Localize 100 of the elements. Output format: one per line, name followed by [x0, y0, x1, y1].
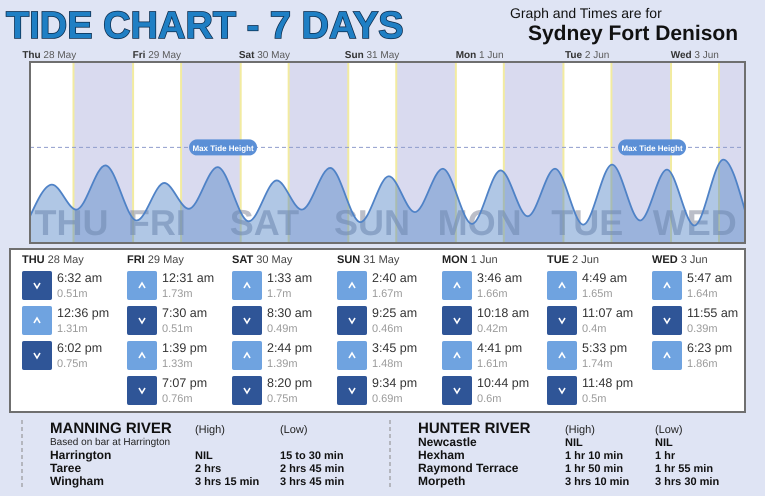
- category-label: MON 1 Jun: [442, 254, 498, 266]
- text: 0.51m: [162, 323, 193, 335]
- category-label: TUE 2 Jun: [547, 254, 599, 266]
- text: 1:33 am: [267, 271, 312, 285]
- category-label: Taree: [50, 461, 82, 475]
- text: 1.7m: [267, 288, 292, 300]
- text: 2 hrs 45 min: [280, 463, 344, 475]
- text: 6:32 am: [57, 271, 102, 285]
- category-label: FRI 29 May: [127, 254, 184, 266]
- text: 9:25 am: [372, 306, 418, 320]
- text: 0.51m: [57, 288, 88, 300]
- text: 1.33m: [162, 358, 193, 370]
- annotation: TUE: [551, 202, 624, 243]
- text: 2:44 pm: [267, 341, 312, 355]
- text: 1 hr 55 min: [655, 463, 714, 475]
- text: 0.75m: [57, 358, 88, 370]
- text: 7:07 pm: [162, 376, 208, 390]
- text: 1 hr 50 min: [565, 463, 624, 475]
- text: 15 to 30 min: [280, 450, 344, 462]
- text: 8:20 pm: [267, 376, 312, 390]
- text: 0.46m: [372, 323, 403, 335]
- annotation: FRI: [128, 202, 186, 243]
- x-tick-label: Tue 2 Jun: [565, 50, 610, 61]
- text: 5:33 pm: [582, 341, 628, 355]
- text: 12:36 pm: [57, 306, 110, 320]
- text: 0.6m: [477, 393, 502, 405]
- text: 6:23 pm: [687, 341, 732, 355]
- text: 2 hrs: [195, 463, 222, 475]
- text: Based on bar at Harrington: [50, 437, 170, 448]
- x-tick-label: Sun 31 May: [344, 50, 400, 61]
- x-tick-label: Fri 29 May: [132, 50, 182, 61]
- text: NIL: [655, 437, 673, 449]
- text: 1.31m: [57, 323, 88, 335]
- text: 0.4m: [582, 323, 606, 335]
- text: 0.76m: [162, 393, 193, 405]
- text: 3:46 am: [477, 271, 522, 285]
- text: 10:44 pm: [477, 376, 530, 390]
- text: 0.39m: [687, 323, 718, 335]
- text: 1.67m: [372, 288, 403, 300]
- text: 11:48 pm: [582, 376, 634, 390]
- x-tick-label: Mon 1 Jun: [456, 50, 504, 61]
- text: 12:31 am: [162, 271, 214, 285]
- text: 8:30 am: [267, 306, 312, 320]
- text: Max Tide Height: [621, 144, 683, 153]
- annotation: MON: [438, 202, 522, 243]
- text: 3 hrs 15 min: [195, 476, 260, 488]
- category-label: Hexham: [418, 448, 465, 462]
- text: Sydney Fort Denison: [528, 22, 738, 45]
- text: NIL: [565, 437, 583, 449]
- text: 10:18 am: [477, 306, 530, 320]
- text: 1.48m: [372, 358, 403, 370]
- text: 1:39 pm: [162, 341, 208, 355]
- text: 1 hr: [655, 450, 676, 462]
- category-label: Wingham: [50, 474, 104, 488]
- ref-line-label: Max Tide Height: [192, 144, 254, 153]
- text: 7:30 am: [162, 306, 208, 320]
- category-label: SAT 30 May: [232, 254, 293, 266]
- text: 0.49m: [267, 323, 298, 335]
- category-label: (High): [195, 424, 225, 436]
- annotation: SUN: [334, 202, 410, 243]
- text: 1.86m: [687, 358, 718, 370]
- text: 9:34 pm: [372, 376, 418, 390]
- category-label: (High): [565, 424, 595, 436]
- annotation: WED: [652, 202, 737, 243]
- category-label: (Low): [655, 424, 683, 436]
- text: 1.74m: [582, 358, 613, 370]
- text: 3 hrs 30 min: [655, 476, 720, 488]
- x-tick-label: Wed 3 Jun: [670, 50, 719, 61]
- text: 1.66m: [477, 288, 508, 300]
- text: 1.61m: [477, 358, 508, 370]
- annotation: SAT: [230, 202, 300, 243]
- text: NIL: [195, 450, 213, 462]
- text: 0.75m: [267, 393, 298, 405]
- text: 6:02 pm: [57, 341, 102, 355]
- text: 4:49 am: [582, 271, 628, 285]
- text: 3 hrs 45 min: [280, 476, 344, 488]
- x-tick-label: Sat 30 May: [238, 50, 290, 61]
- x-tick-label: Thu 28 May: [22, 50, 76, 61]
- text: 11:55 am: [687, 306, 738, 320]
- text: 3:45 pm: [372, 341, 418, 355]
- category-label: THU 28 May: [22, 254, 84, 266]
- text: MANNING RIVER: [50, 420, 172, 437]
- category-label: WED 3 Jun: [652, 254, 708, 266]
- category-label: (Low): [280, 424, 308, 436]
- text: 2:40 am: [372, 271, 418, 285]
- text: 0.69m: [372, 393, 403, 405]
- text: 5:47 am: [687, 271, 732, 285]
- text: 4:41 pm: [477, 341, 522, 355]
- text: 1 hr 10 min: [565, 450, 624, 462]
- category-label: Harrington: [50, 448, 112, 462]
- chart-subtitle: Graph and Times are for: [510, 5, 662, 21]
- category-label: SUN 31 May: [337, 254, 400, 266]
- text: 11:07 am: [582, 306, 634, 320]
- text: 1.39m: [267, 358, 298, 370]
- text: 1.65m: [582, 288, 613, 300]
- category-label: Newcastle: [418, 435, 477, 449]
- text: 0.5m: [582, 393, 606, 405]
- text: 1.73m: [162, 288, 193, 300]
- text: 1.64m: [687, 288, 718, 300]
- text: 3 hrs 10 min: [565, 476, 630, 488]
